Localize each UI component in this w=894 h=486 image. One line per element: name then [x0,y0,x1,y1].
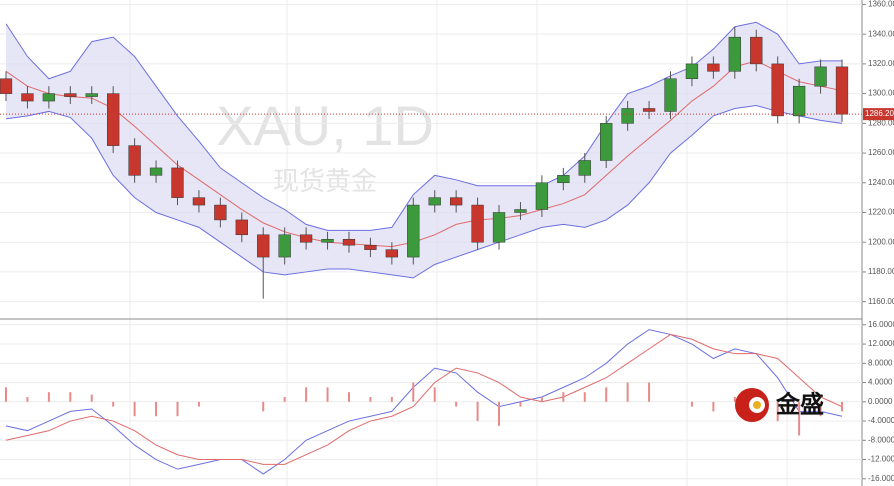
last-price-label: 1286.20 [865,109,894,118]
candle-body [21,93,34,102]
y-tick-label: 1220.00 [868,208,894,217]
y-tick-label: 1280.00 [868,118,894,127]
y-tick-label: 1320.00 [868,59,894,68]
candle-body [407,204,420,258]
candle-body [192,197,206,206]
y-tick-label: -4.0000 [868,416,894,425]
band-line [5,104,843,279]
y-tick-label: 8.0000 [868,358,893,367]
candle-body [364,244,377,250]
macd-line [5,329,843,475]
candle-body [835,66,849,115]
candle-body [471,204,484,243]
y-tick-label: 1260.00 [868,148,894,157]
candle-body [621,108,634,124]
watermark-sub: 现货黄金 [273,166,377,196]
candle-body [771,63,784,117]
candle-body [149,167,163,176]
y-tick-label: 1160.00 [868,297,894,306]
candle-body [664,78,677,112]
last-price-box [863,108,894,121]
y-tick-label: 16.0000 [868,320,894,329]
candle-body [750,36,763,65]
y-tick-label: -16.0000 [868,474,894,483]
candle-body [792,85,806,117]
candle-body [514,209,527,213]
candle-body [707,63,720,72]
candle-body [85,93,98,97]
candle-body [257,234,270,258]
band-line [5,21,842,231]
candle-body [342,238,356,246]
candle-body [299,234,313,243]
candle-body [385,249,398,258]
logo-text: 金盛 [775,390,824,418]
y-tick-label: 0.0000 [868,397,893,406]
candle-body [42,93,56,102]
candle-body [107,93,120,146]
candle-body [214,204,227,221]
candle-body [814,66,827,87]
y-tick-label: 12.0000 [868,339,894,348]
y-tick-label: -8.0000 [868,435,894,444]
candle-body [321,238,334,243]
candle-body [450,197,463,206]
candle-body [642,108,656,112]
y-tick-label: 1240.00 [868,178,894,187]
y-tick-label: 4.0000 [868,378,893,387]
y-tick-label: 1360.00 [868,0,894,9]
candle-body [600,123,613,161]
y-tick-label: -12.0000 [868,455,894,464]
candle-body [578,160,591,176]
watermark: XAU, 1D [216,94,434,157]
candle-body [171,167,184,198]
candle-body [728,36,741,72]
candle-body [428,197,441,206]
y-tick-label: 1340.00 [868,29,894,38]
candle-body [64,93,77,97]
candle-body [128,145,141,176]
y-tick-label: 1200.00 [868,237,894,246]
candle-body [0,78,13,94]
candle-body [278,234,291,258]
candle-body [235,219,248,236]
y-tick-label: 1300.00 [868,89,894,98]
candle-body [492,212,506,243]
candle-body [535,182,549,210]
y-tick-label: 1180.00 [868,267,894,276]
candle-body [557,175,570,184]
logo: 金盛 [735,388,824,422]
macd-line [5,333,843,465]
candle-body [685,63,699,80]
band-line [5,60,843,248]
logo-dot [753,401,761,409]
